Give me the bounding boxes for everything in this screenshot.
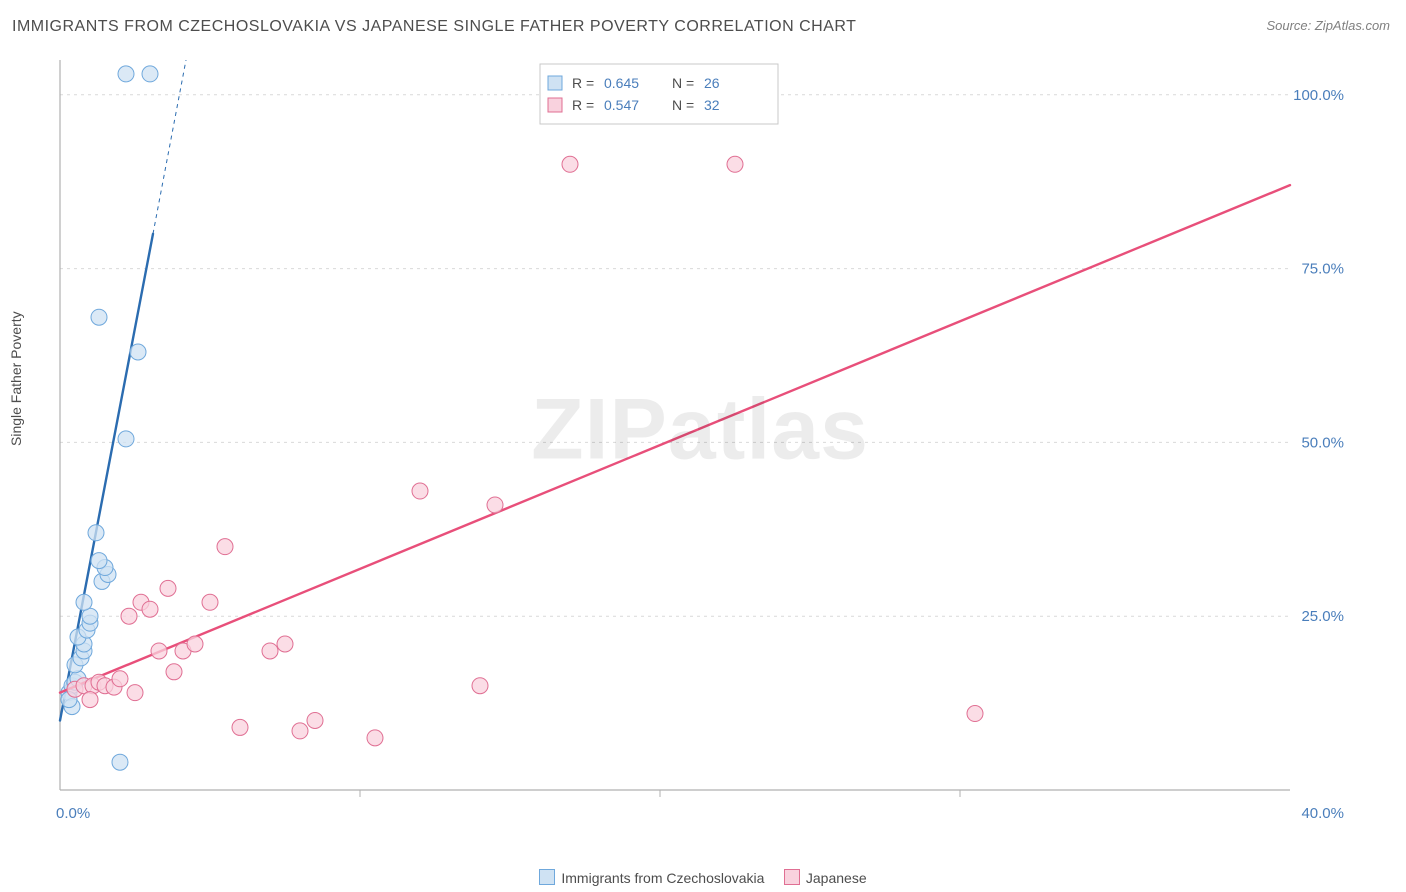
scatter-point (130, 344, 146, 360)
y-tick-label: 75.0% (1301, 261, 1344, 278)
scatter-point (202, 594, 218, 610)
stat-legend-box (540, 64, 778, 124)
scatter-point (262, 643, 278, 659)
x-tick-label: 40.0% (1301, 805, 1344, 822)
scatter-point (142, 601, 158, 617)
legend-item: Japanese (784, 870, 867, 886)
legend-r-label: R = (572, 75, 594, 91)
y-tick-label: 50.0% (1301, 434, 1344, 451)
scatter-point (88, 525, 104, 541)
legend-n-label: N = (672, 97, 694, 113)
chart-title: IMMIGRANTS FROM CZECHOSLOVAKIA VS JAPANE… (12, 18, 856, 36)
legend-n-value: 26 (704, 75, 720, 91)
scatter-point (76, 594, 92, 610)
source-attribution: Source: ZipAtlas.com (1266, 18, 1390, 33)
scatter-point (367, 730, 383, 746)
scatter-point (187, 636, 203, 652)
legend-label: Immigrants from Czechoslovakia (561, 870, 764, 886)
scatter-point (412, 483, 428, 499)
scatter-point (82, 692, 98, 708)
y-tick-label: 100.0% (1293, 87, 1344, 104)
scatter-point (472, 678, 488, 694)
scatter-point (118, 431, 134, 447)
legend-item: Immigrants from Czechoslovakia (539, 870, 764, 886)
x-tick-label: 0.0% (56, 805, 90, 822)
legend-swatch (539, 869, 555, 885)
scatter-point (277, 636, 293, 652)
scatter-point (217, 539, 233, 555)
scatter-point (292, 723, 308, 739)
legend-n-value: 32 (704, 97, 720, 113)
trend-line (60, 234, 153, 721)
legend-r-label: R = (572, 97, 594, 113)
y-tick-label: 25.0% (1301, 608, 1344, 625)
y-axis-label: Single Father Poverty (8, 311, 24, 446)
scatter-point (727, 156, 743, 172)
scatter-point (487, 497, 503, 513)
scatter-point (142, 66, 158, 82)
scatter-point (127, 685, 143, 701)
scatter-point (166, 664, 182, 680)
scatter-point (307, 712, 323, 728)
series-legend: Immigrants from Czechoslovakia Japanese (0, 869, 1406, 886)
legend-n-label: N = (672, 75, 694, 91)
legend-label: Japanese (806, 870, 867, 886)
legend-r-value: 0.645 (604, 75, 639, 91)
scatter-point (91, 553, 107, 569)
scatter-point (151, 643, 167, 659)
legend-swatch (548, 98, 562, 112)
scatter-plot: 25.0% 50.0% 75.0% 100.0% 0.0% 40.0% R = 0.645 N … (50, 60, 1350, 830)
legend-r-value: 0.547 (604, 97, 639, 113)
scatter-point (562, 156, 578, 172)
scatter-point (112, 754, 128, 770)
legend-swatch (548, 76, 562, 90)
scatter-point (160, 580, 176, 596)
scatter-point (232, 719, 248, 735)
legend-swatch (784, 869, 800, 885)
scatter-point (118, 66, 134, 82)
scatter-point (121, 608, 137, 624)
scatter-point (967, 706, 983, 722)
scatter-point (91, 309, 107, 325)
scatter-point (112, 671, 128, 687)
